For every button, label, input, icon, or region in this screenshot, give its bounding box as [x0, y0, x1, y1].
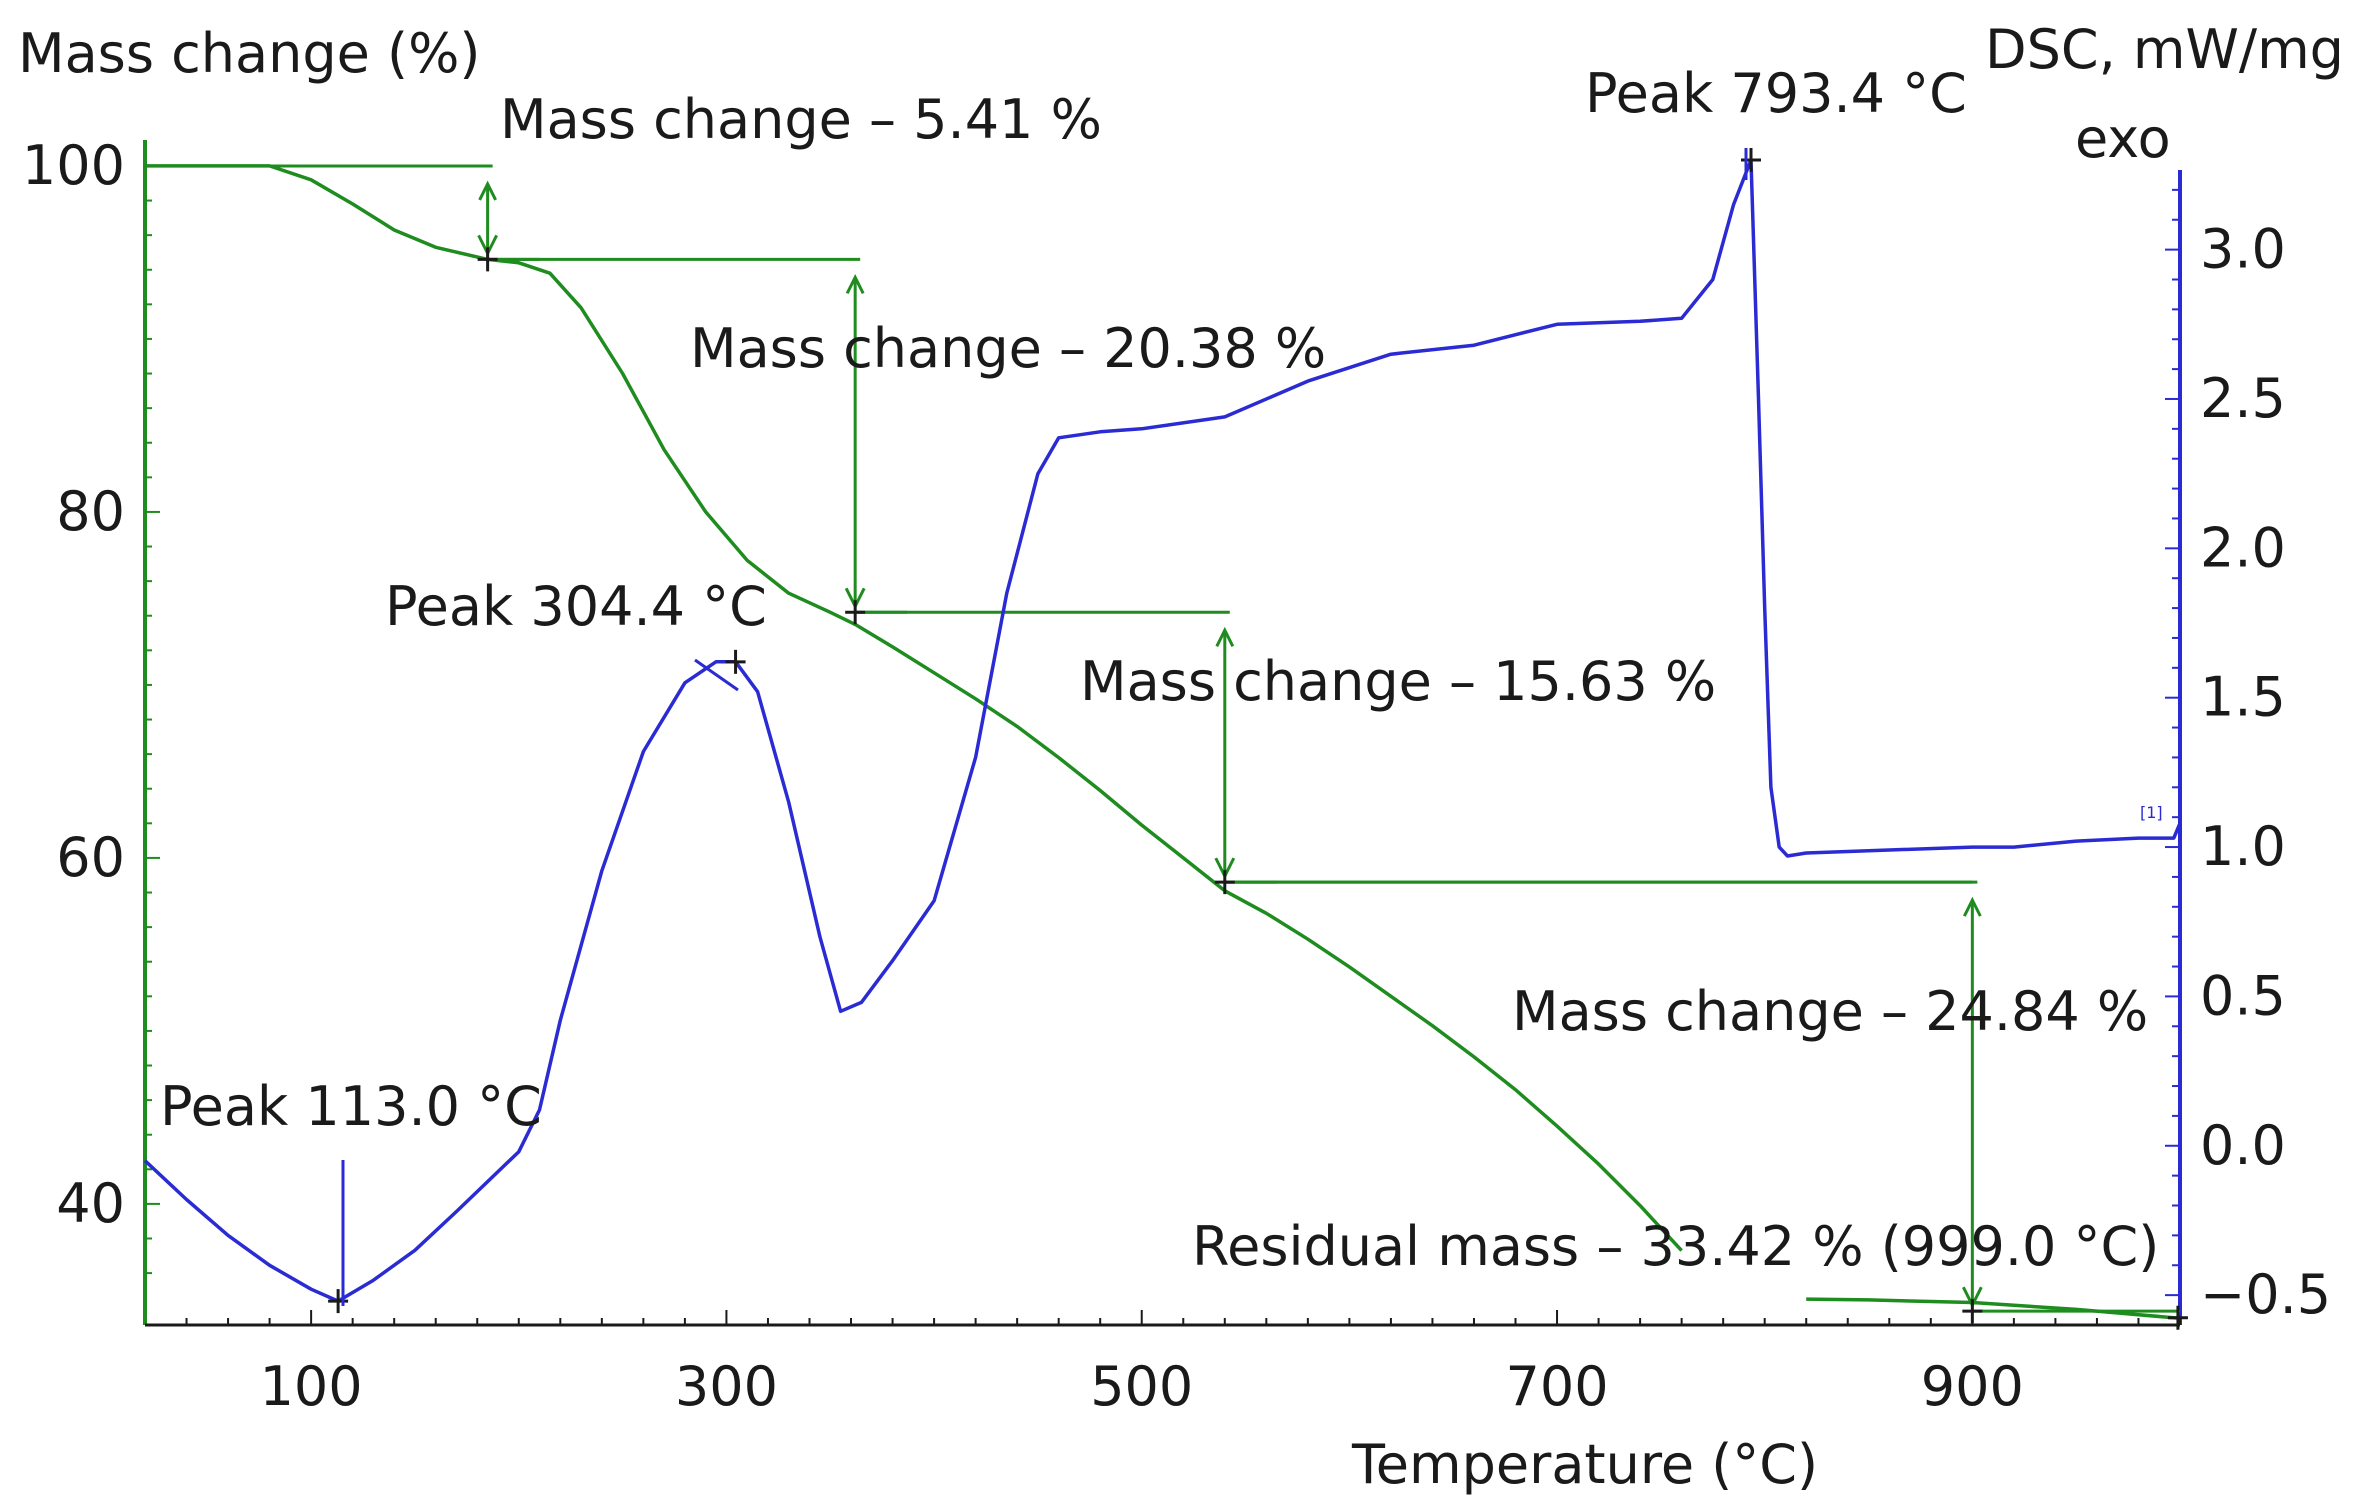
y-right-tick-label: 1.5 [2200, 666, 2286, 729]
x-label: Temperature (°C) [1351, 1433, 1818, 1496]
x-tick-label: 500 [1090, 1355, 1193, 1418]
y-left-tick-label: 80 [56, 480, 125, 543]
annotation-mass-change-1: Mass change – 5.41 % [500, 88, 1102, 151]
annotation-peak-113: Peak 113.0 °C [160, 1075, 542, 1138]
y-right-tick-label: 2.0 [2200, 516, 2286, 579]
y-left-tick-label: 60 [56, 826, 125, 889]
y-left-tick-label: 100 [22, 134, 125, 197]
series-line-tg-end [1806, 1297, 2179, 1320]
y-right-tick-label: 3.0 [2200, 218, 2286, 281]
x-tick-label: 700 [1506, 1355, 1609, 1418]
y-right-tick-label: 0.5 [2200, 964, 2286, 1027]
annotation-mass-change-4: Mass change – 24.84 % [1512, 980, 2148, 1043]
step-arrow-head-up [478, 180, 497, 201]
annotation-mass-change-2: Mass change – 20.38 % [690, 317, 1326, 380]
y-left-tick-label: 40 [56, 1172, 125, 1235]
y-right-tick-label: 0.0 [2200, 1114, 2286, 1177]
y-left-label: Mass change (%) [18, 22, 480, 85]
peak-304-pointer [694, 658, 739, 692]
y-right-label: DSC, mW/mg [1985, 18, 2344, 81]
y-right-tick-label: 1.0 [2200, 815, 2286, 878]
annotation-peak-793: Peak 793.4 °C [1585, 62, 1967, 125]
ticks-layer: 100 300 500 700 900 40 60 80 100 −0.5 0.0 0.5 1.0 1.5… [22, 134, 2331, 1418]
annotation-mass-change-3: Mass change – 15.63 % [1080, 650, 1716, 713]
right-axis-note: exo [2075, 107, 2171, 170]
annotation-peak-304: Peak 304.4 °C [385, 575, 767, 638]
step-arrow-head-up [1963, 896, 1982, 917]
y-right-tick-label: 2.5 [2200, 367, 2286, 430]
x-tick-label: 300 [675, 1355, 778, 1418]
annotation-residual-mass: Residual mass – 33.42 % (999.0 °C) [1192, 1215, 2159, 1278]
x-tick-label: 100 [260, 1355, 363, 1418]
series-line-dsc [143, 158, 2182, 1303]
step-arrow-head-up [1215, 626, 1235, 647]
curve-label-1: [1] [2140, 803, 2163, 822]
step-arrow-head-up [845, 274, 865, 295]
markers-layer [328, 148, 2188, 1330]
x-tick-label: 900 [1921, 1355, 2024, 1418]
y-right-tick-label: −0.5 [2200, 1263, 2331, 1326]
